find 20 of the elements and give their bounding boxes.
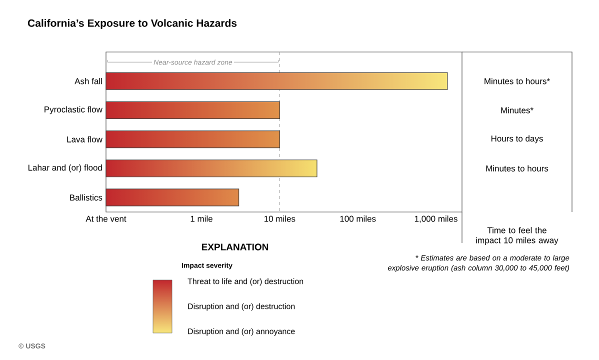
x-tick-label: At the vent	[86, 216, 126, 222]
x-tick-label: 10 miles	[264, 216, 296, 222]
x-tick-label: 1 mile	[190, 216, 212, 222]
text: Disruption and (or) destruction	[188, 303, 295, 311]
chart-title: California’s Exposure to Volcanic Hazards	[28, 19, 237, 29]
text: Disruption and (or) annoyance	[188, 328, 295, 336]
text: Minutes to hours*	[484, 78, 550, 84]
text: Threat to life and (or) destruction	[188, 278, 304, 286]
y-tick-label: Ballistics	[70, 194, 102, 201]
y-tick-label: Lahar and (or) flood	[28, 164, 102, 172]
y-tick-label: Lava flow	[67, 136, 102, 142]
y-tick-label: Ash fall	[74, 78, 102, 84]
text: Minutes*	[501, 107, 534, 114]
text: Time to feel the impact 10 miles away	[476, 227, 558, 245]
x-tick-label: 1,000 miles	[414, 216, 458, 223]
text: Hours to days	[491, 135, 543, 144]
y-tick-label: Pyroclastic flow	[44, 106, 102, 114]
text: Minutes to hours	[486, 165, 548, 172]
legend-title: EXPLANATION	[202, 244, 268, 250]
x-tick-label: 100 miles	[340, 216, 376, 222]
